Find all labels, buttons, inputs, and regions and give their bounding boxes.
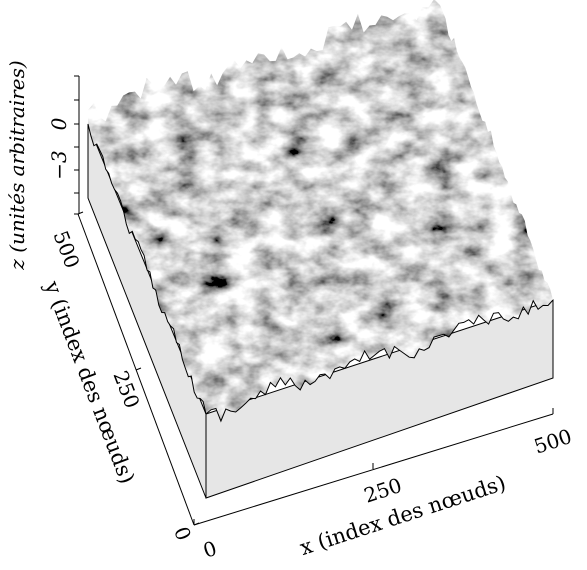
y-tick-label: 250 (108, 367, 144, 411)
z-tick-label: −3 (47, 150, 71, 179)
y-tick-label: 0 (169, 523, 196, 543)
z-tick-label: 0 (47, 117, 71, 130)
x-axis (193, 408, 554, 526)
x-tick-label: 500 (531, 424, 575, 459)
front-side-face (205, 299, 554, 499)
x-tick-label: 0 (200, 536, 220, 563)
x-tick-label: 250 (361, 473, 405, 508)
z-axis (74, 75, 80, 215)
z-axis-label: z (unités arbitraires) (5, 60, 29, 270)
surface-left-edge (87, 123, 207, 415)
y-tick-label: 500 (48, 227, 84, 271)
surface-front-edge (205, 299, 554, 423)
x-axis-label: x (index des nœuds) (297, 471, 509, 560)
